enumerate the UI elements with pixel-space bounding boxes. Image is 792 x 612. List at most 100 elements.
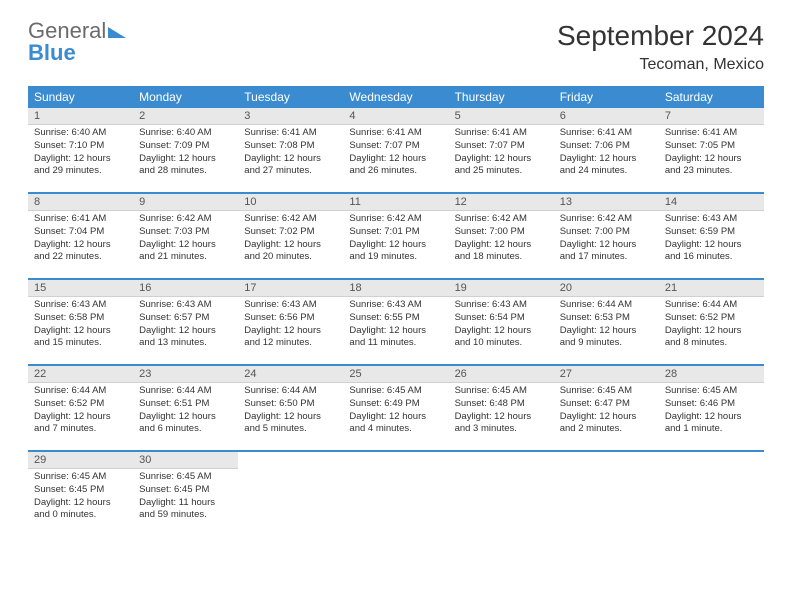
day-line-d2: and 3 minutes. [455,423,548,436]
day-line-sr: Sunrise: 6:43 AM [455,299,548,312]
day-line-sr: Sunrise: 6:45 AM [560,385,653,398]
day-line-d2: and 5 minutes. [244,423,337,436]
week-row: 22Sunrise: 6:44 AMSunset: 6:52 PMDayligh… [28,365,764,451]
day-body: Sunrise: 6:44 AMSunset: 6:53 PMDaylight:… [554,297,659,354]
dayhead-sun: Sunday [28,86,133,108]
day-line-d1: Daylight: 12 hours [665,325,758,338]
day-line-sr: Sunrise: 6:45 AM [455,385,548,398]
day-line-d2: and 12 minutes. [244,337,337,350]
day-line-ss: Sunset: 6:45 PM [34,484,127,497]
day-number: 2 [133,108,238,125]
day-line-d1: Daylight: 12 hours [349,325,442,338]
day-number: 21 [659,280,764,297]
day-cell: 19Sunrise: 6:43 AMSunset: 6:54 PMDayligh… [449,279,554,365]
day-cell: 20Sunrise: 6:44 AMSunset: 6:53 PMDayligh… [554,279,659,365]
day-line-sr: Sunrise: 6:42 AM [244,213,337,226]
day-line-d1: Daylight: 12 hours [139,411,232,424]
day-line-d1: Daylight: 12 hours [139,239,232,252]
day-number: 3 [238,108,343,125]
day-number: 7 [659,108,764,125]
day-body: Sunrise: 6:45 AMSunset: 6:45 PMDaylight:… [133,469,238,526]
day-line-ss: Sunset: 6:47 PM [560,398,653,411]
day-line-d1: Daylight: 12 hours [34,497,127,510]
day-line-ss: Sunset: 7:09 PM [139,140,232,153]
day-line-d2: and 1 minute. [665,423,758,436]
day-body: Sunrise: 6:42 AMSunset: 7:00 PMDaylight:… [449,211,554,268]
day-line-d2: and 9 minutes. [560,337,653,350]
day-number: 28 [659,366,764,383]
day-line-sr: Sunrise: 6:41 AM [349,127,442,140]
day-body: Sunrise: 6:43 AMSunset: 6:59 PMDaylight:… [659,211,764,268]
day-line-sr: Sunrise: 6:44 AM [34,385,127,398]
day-line-d2: and 27 minutes. [244,165,337,178]
day-body: Sunrise: 6:44 AMSunset: 6:50 PMDaylight:… [238,383,343,440]
day-number: 20 [554,280,659,297]
day-line-ss: Sunset: 7:06 PM [560,140,653,153]
day-body: Sunrise: 6:41 AMSunset: 7:07 PMDaylight:… [449,125,554,182]
day-cell: 21Sunrise: 6:44 AMSunset: 6:52 PMDayligh… [659,279,764,365]
day-cell: .. [238,451,343,536]
day-line-d2: and 25 minutes. [455,165,548,178]
day-cell: 10Sunrise: 6:42 AMSunset: 7:02 PMDayligh… [238,193,343,279]
day-line-ss: Sunset: 7:04 PM [34,226,127,239]
day-line-sr: Sunrise: 6:41 AM [665,127,758,140]
day-line-d1: Daylight: 12 hours [455,239,548,252]
day-line-d1: Daylight: 12 hours [244,325,337,338]
day-line-d1: Daylight: 12 hours [665,153,758,166]
day-number: 12 [449,194,554,211]
week-row: 1Sunrise: 6:40 AMSunset: 7:10 PMDaylight… [28,108,764,193]
day-line-sr: Sunrise: 6:41 AM [244,127,337,140]
day-line-d2: and 23 minutes. [665,165,758,178]
day-body: Sunrise: 6:44 AMSunset: 6:52 PMDaylight:… [28,383,133,440]
day-line-sr: Sunrise: 6:44 AM [139,385,232,398]
day-cell: 15Sunrise: 6:43 AMSunset: 6:58 PMDayligh… [28,279,133,365]
day-body: Sunrise: 6:44 AMSunset: 6:52 PMDaylight:… [659,297,764,354]
day-line-sr: Sunrise: 6:43 AM [665,213,758,226]
day-body: Sunrise: 6:45 AMSunset: 6:47 PMDaylight:… [554,383,659,440]
day-cell: 28Sunrise: 6:45 AMSunset: 6:46 PMDayligh… [659,365,764,451]
day-cell: 11Sunrise: 6:42 AMSunset: 7:01 PMDayligh… [343,193,448,279]
day-body: Sunrise: 6:41 AMSunset: 7:07 PMDaylight:… [343,125,448,182]
day-line-d2: and 0 minutes. [34,509,127,522]
day-line-d2: and 8 minutes. [665,337,758,350]
day-cell: 29Sunrise: 6:45 AMSunset: 6:45 PMDayligh… [28,451,133,536]
day-cell: 30Sunrise: 6:45 AMSunset: 6:45 PMDayligh… [133,451,238,536]
day-cell: 12Sunrise: 6:42 AMSunset: 7:00 PMDayligh… [449,193,554,279]
day-line-ss: Sunset: 7:01 PM [349,226,442,239]
week-row: 8Sunrise: 6:41 AMSunset: 7:04 PMDaylight… [28,193,764,279]
day-cell: .. [554,451,659,536]
day-line-ss: Sunset: 6:55 PM [349,312,442,325]
day-number: 27 [554,366,659,383]
day-line-sr: Sunrise: 6:43 AM [349,299,442,312]
day-line-d1: Daylight: 12 hours [349,411,442,424]
day-line-ss: Sunset: 7:00 PM [560,226,653,239]
day-cell: 18Sunrise: 6:43 AMSunset: 6:55 PMDayligh… [343,279,448,365]
day-cell: 25Sunrise: 6:45 AMSunset: 6:49 PMDayligh… [343,365,448,451]
day-line-ss: Sunset: 7:05 PM [665,140,758,153]
day-line-d2: and 29 minutes. [34,165,127,178]
day-body: Sunrise: 6:45 AMSunset: 6:45 PMDaylight:… [28,469,133,526]
day-line-d2: and 20 minutes. [244,251,337,264]
day-line-d2: and 17 minutes. [560,251,653,264]
day-cell: 14Sunrise: 6:43 AMSunset: 6:59 PMDayligh… [659,193,764,279]
dayhead-mon: Monday [133,86,238,108]
page: General Blue September 2024 Tecoman, Mex… [0,0,792,556]
day-line-sr: Sunrise: 6:43 AM [34,299,127,312]
day-line-sr: Sunrise: 6:41 AM [455,127,548,140]
day-line-d1: Daylight: 12 hours [455,325,548,338]
day-cell: 4Sunrise: 6:41 AMSunset: 7:07 PMDaylight… [343,108,448,193]
day-line-sr: Sunrise: 6:45 AM [349,385,442,398]
logo: General Blue [28,20,126,64]
day-body: Sunrise: 6:41 AMSunset: 7:08 PMDaylight:… [238,125,343,182]
calendar-table: Sunday Monday Tuesday Wednesday Thursday… [28,86,764,536]
day-line-sr: Sunrise: 6:45 AM [139,471,232,484]
day-number: 15 [28,280,133,297]
day-cell: 7 Sunrise: 6:41 AMSunset: 7:05 PMDaylight… [659,108,764,193]
day-line-d1: Daylight: 12 hours [560,153,653,166]
day-number: 5 [449,108,554,125]
week-row: 15Sunrise: 6:43 AMSunset: 6:58 PMDayligh… [28,279,764,365]
day-line-ss: Sunset: 6:54 PM [455,312,548,325]
day-line-d2: and 16 minutes. [665,251,758,264]
day-number: 22 [28,366,133,383]
dayhead-thu: Thursday [449,86,554,108]
